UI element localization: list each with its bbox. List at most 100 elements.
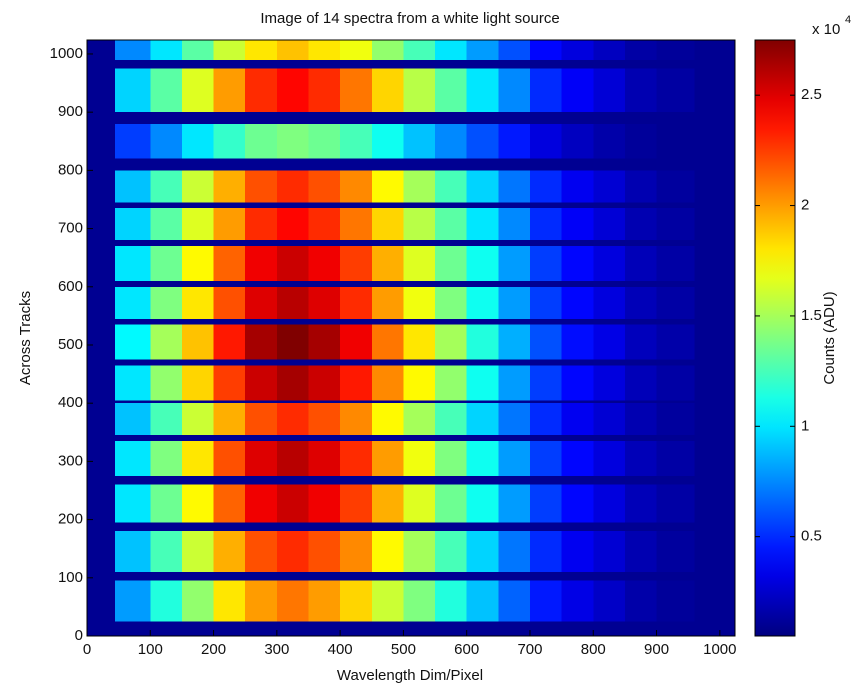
heatmap-cell <box>371 531 404 572</box>
x-tick-label: 900 <box>644 641 669 658</box>
x-tick-label: 800 <box>581 641 606 658</box>
heatmap-cell <box>435 531 468 572</box>
heatmap-cell <box>694 123 736 159</box>
heatmap-cell <box>245 403 278 436</box>
heatmap-cell <box>593 286 626 319</box>
heatmap-cell <box>403 365 436 401</box>
heatmap-cell <box>593 365 626 401</box>
heatmap-cell <box>593 68 626 113</box>
heatmap-cell <box>340 580 373 622</box>
heatmap-cell <box>624 286 658 319</box>
x-tick-label: 200 <box>201 641 226 658</box>
heatmap-cell <box>150 441 183 476</box>
heatmap-cell <box>403 68 436 113</box>
heatmap-cell <box>656 286 695 319</box>
heatmap-cell <box>593 170 626 203</box>
heatmap-cell <box>656 170 695 203</box>
heatmap-cell <box>245 365 278 401</box>
y-tick-label: 400 <box>58 394 83 411</box>
heatmap-cell <box>371 40 404 60</box>
heatmap-cell <box>593 208 626 241</box>
heatmap-cell <box>593 403 626 436</box>
heatmap-cell <box>340 484 373 523</box>
heatmap-cell <box>403 246 436 281</box>
heatmap-cell <box>466 286 499 319</box>
heatmap-cell <box>213 531 246 572</box>
heatmap-cell <box>435 40 468 60</box>
plot-area: 0 100 200 300 400 500 600 700 800 900 1000 0 100 200 3… <box>50 39 737 658</box>
y-tick-label: 100 <box>58 569 83 586</box>
heatmap-cell <box>561 324 594 360</box>
heatmap-cell <box>593 40 626 60</box>
heatmap-cell <box>276 123 309 159</box>
heatmap-cell <box>114 441 151 476</box>
heatmap-cell <box>87 286 116 319</box>
heatmap-cell <box>150 170 183 203</box>
heatmap-cell <box>308 324 341 360</box>
heatmap-cell <box>213 208 246 241</box>
heatmap-cell <box>371 324 404 360</box>
heatmap-cell <box>276 170 309 203</box>
heatmap-cell <box>624 580 658 622</box>
heatmap-cell <box>498 68 531 113</box>
heatmap-cell <box>276 324 309 360</box>
heatmap-cell <box>114 170 151 203</box>
heatmap-cell <box>624 246 658 281</box>
heatmap-cell <box>245 40 278 60</box>
heatmap-cell <box>213 246 246 281</box>
heatmap-cell <box>87 324 116 360</box>
heatmap-cell <box>150 286 183 319</box>
heatmap-cell <box>498 580 531 622</box>
heatmap-cell <box>624 484 658 523</box>
heatmap-cell <box>150 365 183 401</box>
heatmap-cell <box>466 324 499 360</box>
heatmap-cell <box>529 324 563 360</box>
heatmap-cell <box>529 286 563 319</box>
heatmap-cell <box>150 208 183 241</box>
heatmap-cell <box>87 170 116 203</box>
heatmap-cell <box>181 531 215 572</box>
heatmap-cell <box>624 170 658 203</box>
heatmap-cell <box>561 484 594 523</box>
heatmap-cell <box>593 324 626 360</box>
heatmap-cell <box>466 484 499 523</box>
heatmap-cell <box>466 208 499 241</box>
heatmap-cell <box>150 324 183 360</box>
heatmap-cell <box>114 531 151 572</box>
heatmap-cell <box>371 484 404 523</box>
heatmap-cell <box>150 40 183 60</box>
heatmap-cell <box>435 208 468 241</box>
heatmap-cell <box>593 123 626 159</box>
heatmap-cell <box>529 365 563 401</box>
heatmap-cell <box>498 208 531 241</box>
heatmap-cell <box>114 403 151 436</box>
heatmap-cell <box>694 531 736 572</box>
heatmap-cell <box>561 40 594 60</box>
heatmap-cell <box>694 484 736 523</box>
colorbar-tick-label: 0.5 <box>801 528 822 545</box>
heatmap-cell <box>656 365 695 401</box>
colorbar-label: Counts (ADU) <box>821 291 838 384</box>
heatmap-cell <box>87 40 116 60</box>
heatmap-cell <box>213 324 246 360</box>
y-tick-label: 800 <box>58 161 83 178</box>
heatmap-cell <box>245 484 278 523</box>
heatmap-cell <box>529 441 563 476</box>
colorbar-tick-label: 2.5 <box>801 86 822 103</box>
heatmap-cell <box>561 580 594 622</box>
heatmap-cell <box>561 170 594 203</box>
heatmap-cell <box>371 246 404 281</box>
heatmap-cell <box>593 246 626 281</box>
heatmap-cell <box>403 403 436 436</box>
heatmap-cell <box>114 286 151 319</box>
heatmap-cell <box>694 365 736 401</box>
x-tick-label: 600 <box>454 641 479 658</box>
heatmap-cell <box>371 68 404 113</box>
heatmap-cell <box>498 123 531 159</box>
colorbar-tick-label: 1 <box>801 417 809 434</box>
heatmap-cell <box>150 123 183 159</box>
heatmap-cell <box>466 441 499 476</box>
heatmap-cell <box>150 531 183 572</box>
heatmap-cell <box>340 403 373 436</box>
